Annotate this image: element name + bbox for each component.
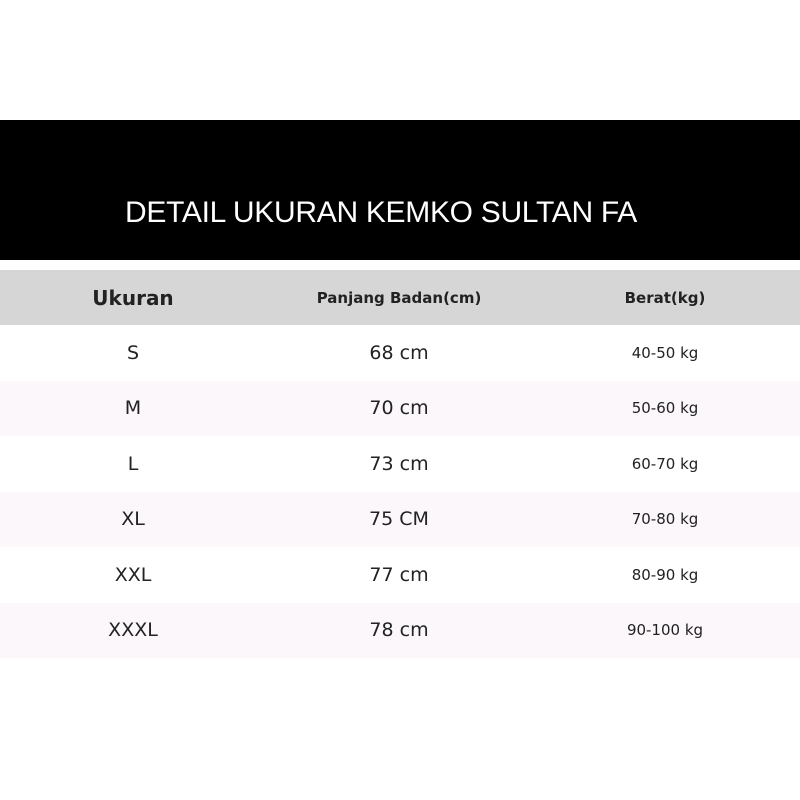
table-row: XL 75 CM 70-80 kg: [0, 491, 800, 547]
table-row: L 73 cm 60-70 kg: [0, 436, 800, 492]
header-weight: Berat(kg): [624, 288, 706, 307]
size-cell: XXL: [114, 563, 152, 586]
size-table: Ukuran Panjang Badan(cm) Berat(kg) S 68 …: [0, 270, 800, 658]
length-cell: 78 cm: [369, 619, 429, 642]
table-row: XXL 77 cm 80-90 kg: [0, 547, 800, 603]
weight-cell: 60-70 kg: [631, 454, 699, 473]
length-cell: 73 cm: [369, 452, 429, 475]
table-row: S 68 cm 40-50 kg: [0, 325, 800, 381]
length-cell: 77 cm: [369, 563, 429, 586]
table-row: XXXL 78 cm 90-100 kg: [0, 602, 800, 658]
table-header: Ukuran Panjang Badan(cm) Berat(kg): [0, 270, 800, 325]
length-cell: 68 cm: [369, 341, 429, 364]
size-cell: XL: [121, 508, 145, 531]
header-size: Ukuran: [92, 285, 174, 310]
length-cell: 75 CM: [369, 508, 429, 531]
weight-cell: 40-50 kg: [631, 343, 699, 362]
weight-cell: 80-90 kg: [631, 565, 699, 584]
weight-cell: 90-100 kg: [626, 621, 704, 640]
size-cell: S: [126, 341, 140, 364]
weight-cell: 70-80 kg: [631, 510, 699, 529]
size-cell: XXXL: [108, 619, 158, 642]
size-cell: L: [127, 452, 139, 475]
page-title: DETAIL UKURAN KEMKO SULTAN FA: [125, 196, 637, 229]
weight-cell: 50-60 kg: [631, 399, 699, 418]
size-cell: M: [124, 397, 142, 420]
table-row: M 70 cm 50-60 kg: [0, 380, 800, 436]
title-banner: [0, 120, 800, 260]
length-cell: 70 cm: [369, 397, 429, 420]
header-length: Panjang Badan(cm): [316, 288, 482, 307]
